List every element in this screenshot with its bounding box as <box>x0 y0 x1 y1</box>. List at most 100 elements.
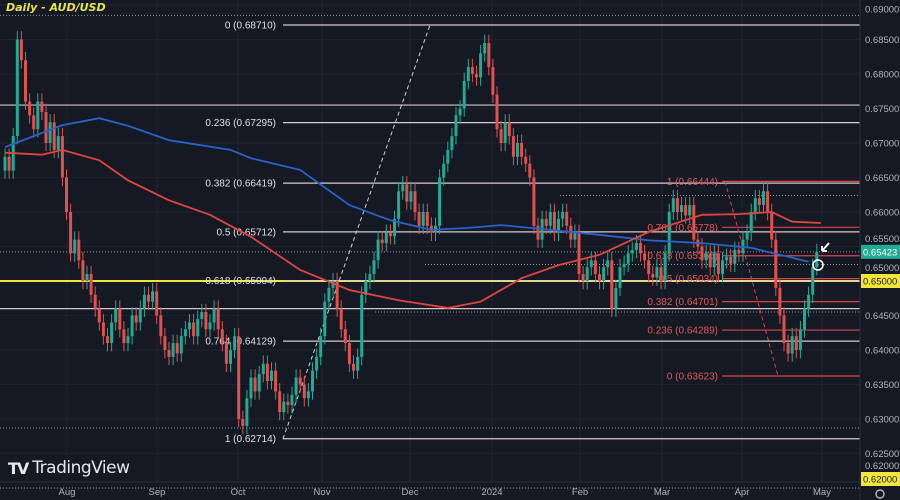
time-tick-label: Dec <box>402 487 419 498</box>
candle-down <box>581 274 585 281</box>
candle-down <box>593 260 597 275</box>
candle-down <box>28 101 32 116</box>
price-badge <box>861 244 900 259</box>
candle-down <box>134 315 138 323</box>
candle-up <box>364 281 368 295</box>
candle-up <box>618 267 622 288</box>
fib-white-trend-line <box>282 24 431 439</box>
candle-up <box>573 232 577 240</box>
candle-down <box>388 232 392 237</box>
moving-average-line <box>4 117 809 263</box>
candle-up <box>704 253 708 261</box>
candle-up <box>261 363 265 375</box>
candle-down <box>425 212 429 226</box>
candle-up <box>73 239 77 254</box>
candle-down <box>659 267 663 281</box>
candle-down <box>766 191 770 212</box>
price-tick-label: 0.65000 <box>865 263 899 274</box>
candle-up <box>725 256 729 261</box>
candle-down <box>24 60 27 102</box>
candle-down <box>265 363 269 382</box>
candle-up <box>233 336 237 350</box>
time-tick-label: May <box>813 487 831 498</box>
candle-down <box>65 177 68 212</box>
candle-down <box>520 143 524 157</box>
candle-down <box>253 377 257 392</box>
candle-up <box>110 322 114 344</box>
candle-down <box>44 111 48 143</box>
price-tick-label: 0.63500 <box>865 380 899 391</box>
candle-up <box>753 198 757 212</box>
candle-up <box>450 136 454 150</box>
candle-down <box>224 343 228 364</box>
time-tick-label: Apr <box>735 487 750 498</box>
candle-up <box>245 398 249 426</box>
candle-down <box>220 329 224 344</box>
candle-down <box>175 343 179 354</box>
candle-down <box>737 249 741 254</box>
price-badge-label: 0.65423 <box>863 247 897 258</box>
candle-down <box>106 336 109 344</box>
time-tick-label: Aug <box>59 487 76 498</box>
price-tick-label: 0.62500 <box>865 449 899 460</box>
candle-down <box>475 74 478 78</box>
candle-down <box>69 212 73 254</box>
price-tick-label: 0.68500 <box>865 35 899 46</box>
tradingview-logo[interactable]: TV TradingView <box>8 458 130 478</box>
fib-red-label: 0.5 (0.65034) <box>659 274 719 285</box>
candle-up <box>384 232 388 244</box>
candle-up <box>188 322 191 330</box>
candle-up <box>462 80 466 109</box>
candle-down <box>298 377 302 385</box>
candle-down <box>577 232 581 275</box>
candle-up <box>323 301 327 337</box>
settings-gear-icon[interactable] <box>875 489 885 499</box>
time-tick-label: Feb <box>572 487 588 498</box>
candle-up <box>48 122 52 143</box>
arrow-icon <box>821 242 830 252</box>
price-tick-label: 0.66000 <box>865 208 899 219</box>
candle-up <box>393 218 396 237</box>
candle-down <box>81 260 85 281</box>
candle-down <box>544 218 548 226</box>
candle-up <box>548 212 552 226</box>
candle-down <box>163 336 167 350</box>
candle-up <box>331 281 335 288</box>
candle-down <box>32 115 36 130</box>
fib-red-label: 0.382 (0.64701) <box>647 297 718 308</box>
candle-down <box>118 308 122 330</box>
candle-down <box>204 312 208 330</box>
candle-up <box>557 218 560 233</box>
candle-up <box>589 260 593 268</box>
candle-down <box>286 401 290 406</box>
candle-up <box>466 67 470 81</box>
candle-up <box>454 115 458 137</box>
candle-up <box>516 143 519 157</box>
fib-white-label: 1 (0.62714) <box>225 434 276 445</box>
candle-up <box>483 42 487 54</box>
price-badge <box>861 472 900 486</box>
candle-down <box>101 322 105 337</box>
candle-up <box>811 267 815 295</box>
candle-down <box>794 336 798 350</box>
candle-up <box>270 370 273 382</box>
candle-up <box>196 318 200 337</box>
candle-up <box>680 205 683 212</box>
candle-down <box>692 205 696 240</box>
candle-down <box>147 294 150 302</box>
fib-red-label: 0.236 (0.64289) <box>647 326 718 337</box>
candle-down <box>552 212 556 233</box>
candle-down <box>417 212 421 226</box>
candle-down <box>532 177 536 226</box>
candle-down <box>93 294 97 309</box>
candle-up <box>3 156 7 171</box>
candle-up <box>360 294 364 357</box>
candle-up <box>327 287 331 302</box>
candle-down <box>167 350 171 357</box>
candle-up <box>171 343 175 357</box>
candle-down <box>716 253 720 275</box>
candle-up <box>626 253 630 264</box>
candle-up <box>409 191 413 202</box>
